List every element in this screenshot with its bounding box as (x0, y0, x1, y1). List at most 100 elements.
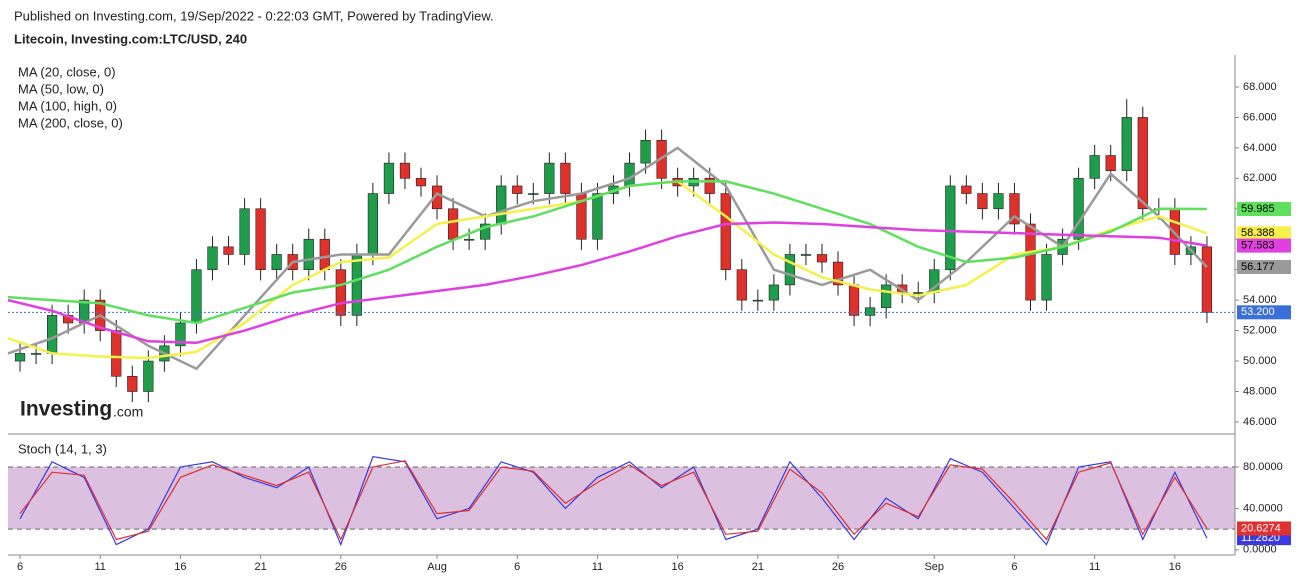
y-tick-label: 0.0000 (1243, 544, 1277, 556)
candle-body (993, 193, 1004, 210)
x-tick-label: 16 (174, 561, 186, 573)
x-tick-label: Aug (427, 561, 447, 573)
candle-body (1105, 155, 1116, 172)
candle-body (864, 307, 876, 316)
candle-body (383, 162, 395, 194)
candle-body (1025, 223, 1036, 301)
candle-body (464, 238, 475, 241)
ma-line (7, 221, 1208, 345)
y-tick-label: 40.0000 (1243, 502, 1283, 514)
stoch-line (19, 456, 1208, 547)
candle-body (800, 254, 812, 256)
x-tick-label: 6 (1011, 561, 1017, 573)
candle-body (881, 284, 892, 309)
x-tick-label: Sep (924, 561, 944, 573)
candle-body (1201, 246, 1213, 313)
value-badge (1237, 202, 1291, 217)
candle-body (544, 162, 555, 194)
y-tick-label: 48.000 (1243, 385, 1277, 397)
candle-body (977, 193, 988, 210)
candle-body (1089, 155, 1100, 179)
value-badge-label: 59.985 (1241, 203, 1275, 215)
x-tick-label: 6 (514, 561, 520, 573)
value-badge-label: 53.200 (1241, 306, 1275, 318)
candle-body (832, 261, 844, 286)
candle-body (1009, 193, 1020, 225)
y-tick-label: 64.000 (1243, 142, 1277, 154)
watermark-suffix: .com (113, 404, 143, 420)
candle-body (175, 322, 186, 347)
candle-body (784, 254, 796, 286)
candle-body (14, 353, 26, 362)
candle-body (239, 208, 250, 255)
candle-body (143, 360, 154, 392)
candle-body (480, 223, 491, 240)
x-tick-label: 26 (832, 561, 844, 573)
value-badge (1237, 226, 1291, 241)
candle-body (319, 238, 330, 270)
value-badge-label: 58.388 (1241, 227, 1275, 239)
value-badge (1237, 238, 1291, 253)
candle-body (111, 330, 122, 377)
y-tick-label: 62.000 (1243, 172, 1277, 184)
x-tick-label: 26 (335, 561, 347, 573)
x-tick-label: 11 (95, 561, 106, 573)
candle-body (624, 162, 635, 187)
y-tick-label: 68.000 (1243, 81, 1277, 93)
legend-entry: MA (200, close, 0) (18, 115, 123, 130)
candle-body (399, 162, 411, 179)
value-badge (1237, 521, 1291, 536)
candle-body (46, 315, 58, 354)
y-tick-label: 50.000 (1243, 355, 1277, 367)
candle-body (255, 208, 266, 270)
stoch-line (19, 460, 1208, 541)
value-badge-label: 20.6274 (1241, 522, 1281, 534)
candle-body (30, 353, 42, 355)
candle-body (752, 299, 763, 302)
candle-body (191, 269, 202, 324)
ma-line (7, 180, 1207, 325)
published: Published on Investing.com, 19/Sep/2022 … (14, 8, 494, 23)
candle-body (367, 193, 379, 255)
candle-body (496, 185, 507, 225)
x-tick-label: 11 (592, 561, 603, 573)
legend-entry: MA (50, low, 0) (18, 81, 104, 96)
candle-body (720, 193, 731, 270)
candle-body (351, 254, 362, 316)
value-badge (1237, 259, 1291, 274)
candle-body (945, 185, 956, 270)
candle-body (512, 185, 523, 194)
y-tick-label: 66.000 (1243, 111, 1277, 123)
candle-body (1073, 178, 1084, 240)
x-tick-label: 6 (17, 561, 23, 573)
y-tick-label: 54.000 (1243, 294, 1277, 306)
candle-body (704, 178, 715, 194)
y-tick-label: 46.000 (1243, 416, 1277, 428)
legend-entry: MA (20, close, 0) (18, 64, 116, 79)
candle-body (1041, 254, 1052, 301)
candle-body (560, 162, 571, 194)
candle-body (913, 292, 924, 294)
candle-body (1121, 117, 1132, 172)
value-badge (1237, 305, 1291, 320)
candle-body (640, 139, 651, 164)
x-tick-label: 16 (1169, 561, 1181, 573)
candle-body (961, 185, 972, 194)
x-tick-label: 16 (672, 561, 684, 573)
candle-body (768, 284, 779, 301)
stoch-band (8, 467, 1235, 530)
x-tick-label: 21 (254, 561, 266, 573)
candle-body (431, 185, 443, 210)
candle-body (415, 178, 427, 187)
ma-line (7, 146, 1208, 371)
candle-body (848, 284, 860, 316)
y-tick-label: 52.000 (1243, 324, 1277, 336)
watermark: Investing (20, 398, 112, 421)
legend-entry: MA (100, high, 0) (18, 98, 117, 113)
candle-body (528, 193, 539, 195)
candle-body (335, 269, 346, 316)
candle-body (127, 375, 138, 392)
x-tick-label: 11 (1089, 561, 1100, 573)
